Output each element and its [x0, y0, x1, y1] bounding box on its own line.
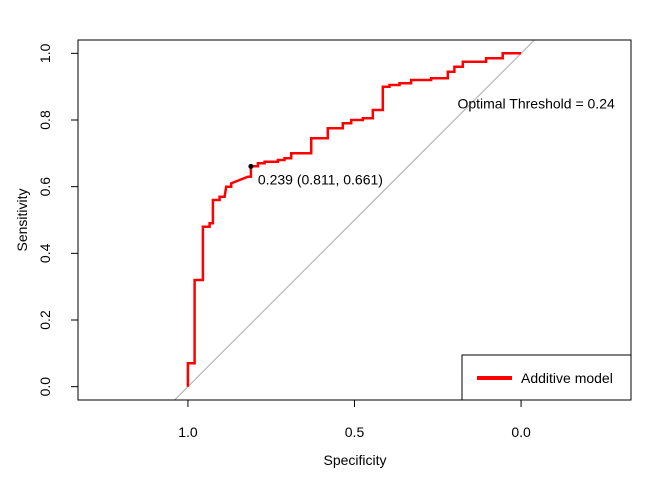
x-tick-label: 0.0 [511, 424, 531, 440]
roc-curve-additive-model [186, 52, 522, 387]
y-tick-label: 1.0 [37, 43, 53, 63]
reference-diagonal-line [174, 39, 535, 401]
y-tick-label: 0.8 [37, 110, 53, 130]
legend: Additive model [461, 354, 632, 401]
optimal-threshold-annotation: Optimal Threshold = 0.24 [457, 95, 615, 111]
y-tick-label: 0.4 [37, 243, 53, 263]
y-tick-label: 0.6 [37, 177, 53, 197]
y-axis-title: Sensitivity [14, 188, 30, 251]
x-tick-label: 0.5 [345, 424, 365, 440]
y-tick-label: 0.0 [37, 377, 53, 397]
x-axis-title: Specificity [323, 452, 386, 468]
threshold-point-label: 0.239 (0.811, 0.661) [258, 171, 383, 187]
legend-label-additive-model: Additive model [521, 370, 613, 386]
x-tick-label: 1.0 [178, 424, 198, 440]
optimal-threshold-point [248, 163, 254, 169]
y-tick-label: 0.2 [37, 310, 53, 330]
